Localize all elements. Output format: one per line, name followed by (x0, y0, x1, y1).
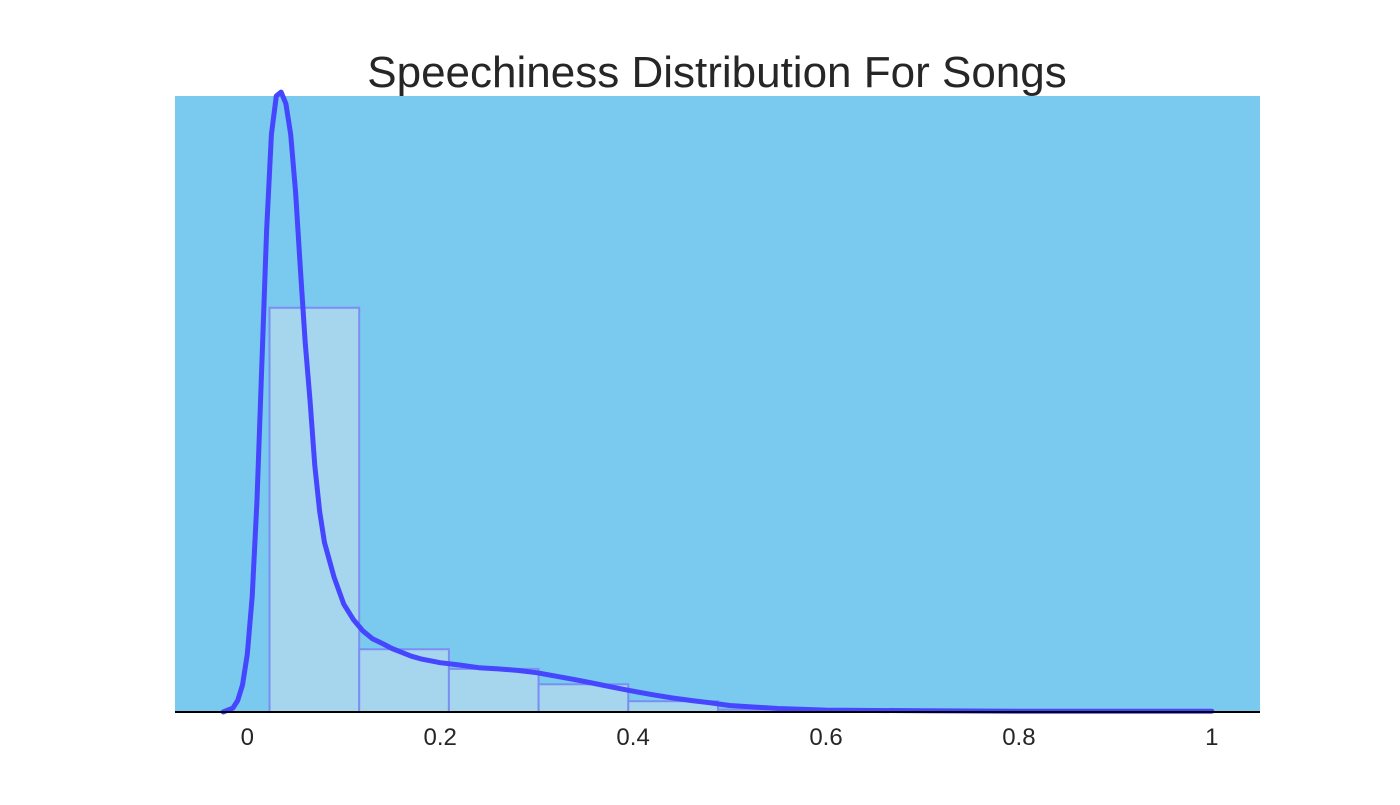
histogram-bar (359, 649, 449, 712)
x-tick-label: 1 (1205, 724, 1218, 751)
chart-title: Speechiness Distribution For Songs (367, 48, 1066, 97)
x-tick-label: 0.8 (1002, 724, 1035, 751)
x-tick-label: 0.6 (809, 724, 842, 751)
histogram-bar (270, 308, 360, 712)
x-tick-label: 0.4 (616, 724, 649, 751)
x-axis-ticks: 0 0.2 0.4 0.6 0.8 1 (241, 724, 1219, 751)
x-tick-label: 0.2 (424, 724, 457, 751)
x-tick-label: 0 (241, 724, 254, 751)
histogram-bar (449, 669, 539, 712)
